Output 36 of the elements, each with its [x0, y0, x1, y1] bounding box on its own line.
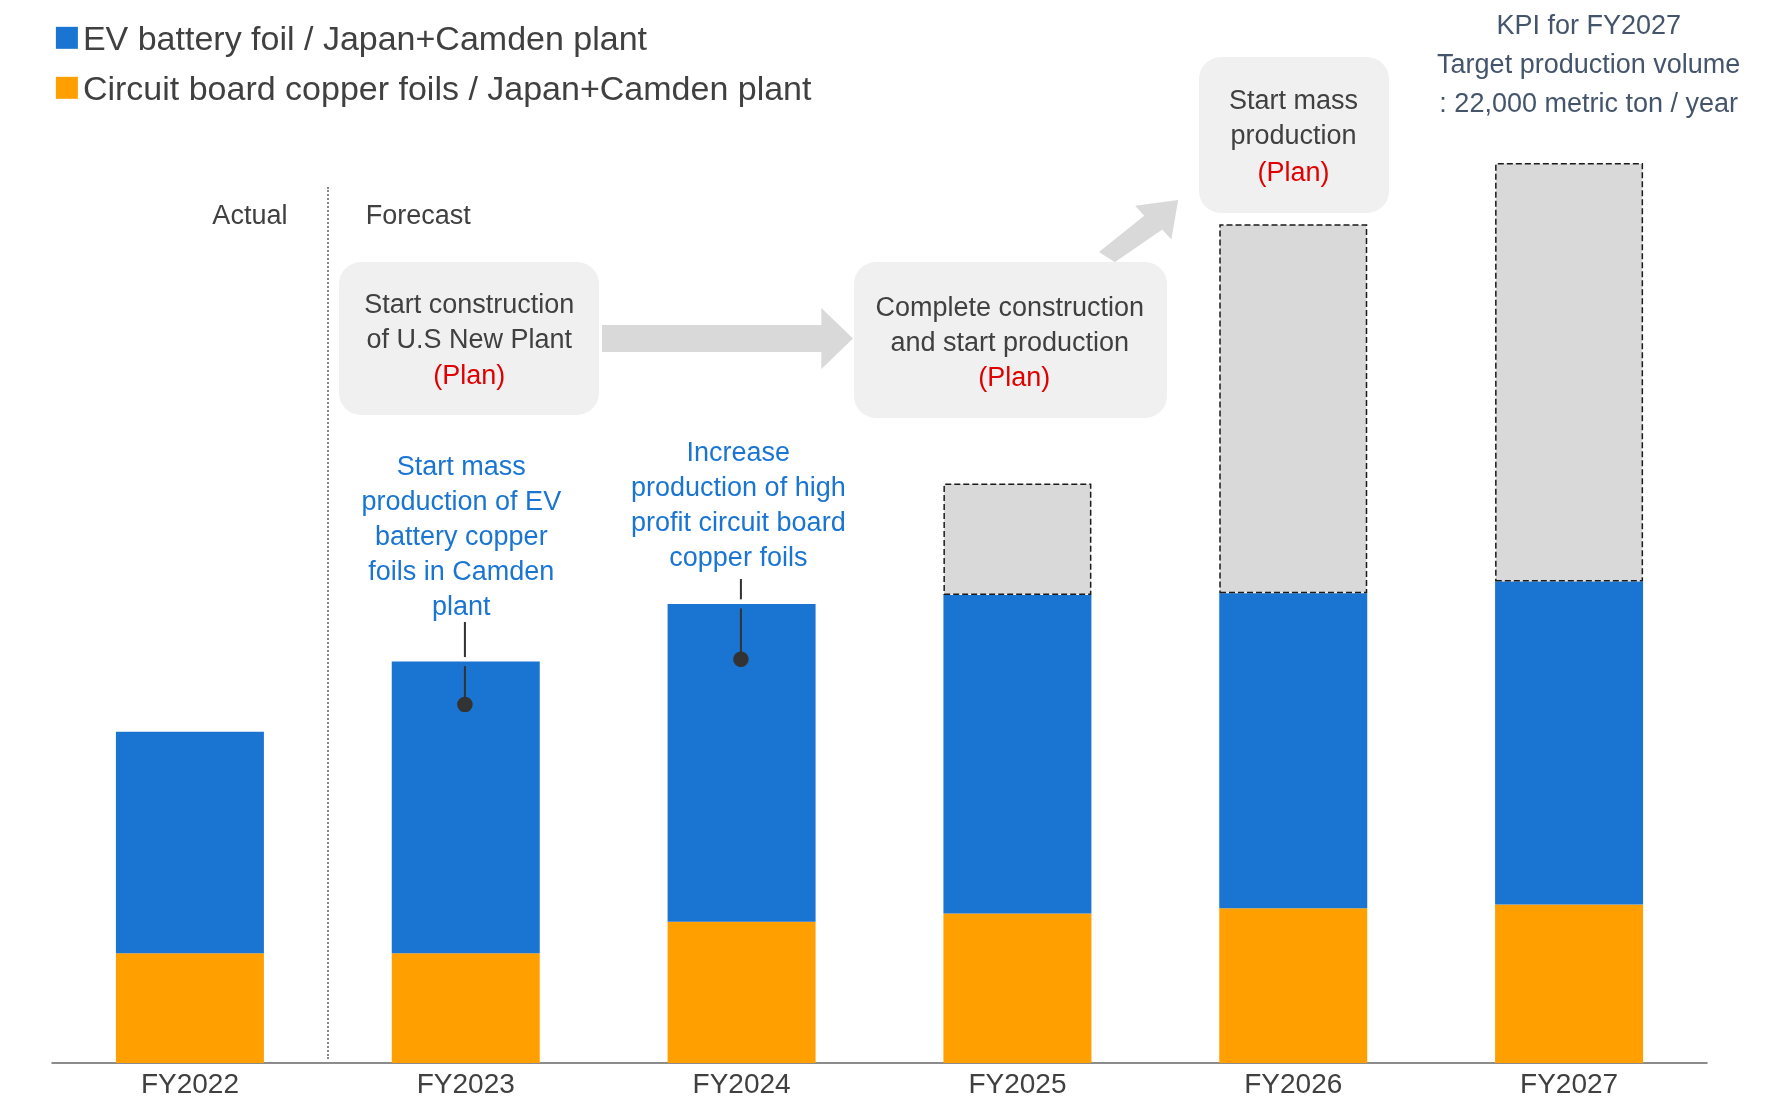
annotation: Complete construction and start production: [874, 290, 1146, 359]
bar: [115, 953, 264, 1063]
x-tick-label: FY2024: [692, 1067, 791, 1099]
text: Start mass production: [1228, 83, 1360, 152]
legend-label: Circuit board copper foils / Japan+Camden plant: [82, 68, 813, 107]
bar: [1219, 593, 1368, 909]
x-tick-label: FY2023: [416, 1067, 515, 1099]
annotation: Start mass production of EV battery copper foils in Camden plant: [360, 449, 563, 623]
legend-label: EV battery foil / Japan+Camden plant: [82, 18, 648, 57]
annotation: (Plan): [432, 358, 507, 392]
x-tick-label: FY2026: [1244, 1067, 1343, 1099]
bar: [1219, 224, 1368, 594]
bar: [1495, 581, 1644, 905]
bar: [1495, 163, 1644, 582]
bar: [1219, 908, 1368, 1063]
bar: [115, 731, 264, 954]
annotation: Actual: [211, 198, 289, 232]
annotation: Start construction of U.S New Plant: [363, 288, 576, 357]
text: Target production volume: [1436, 47, 1742, 81]
bar: [667, 604, 816, 922]
annotation: (Plan): [1256, 155, 1331, 189]
x-tick-label: FY2027: [1520, 1067, 1619, 1099]
annotation: Forecast: [364, 198, 472, 232]
annotation: Increase production of high profit circuit board copper foils: [630, 436, 847, 575]
bar: [391, 661, 540, 954]
text: KPI for FY2027: [1495, 8, 1682, 42]
bar: [943, 483, 1092, 595]
bar: [391, 953, 540, 1063]
x-tick-label: FY2022: [140, 1067, 239, 1099]
bar: [943, 913, 1092, 1063]
annotation: (Plan): [977, 360, 1052, 394]
bar: [667, 921, 816, 1063]
x-tick-label: FY2025: [968, 1067, 1067, 1099]
text: : 22,000 metric ton / year: [1438, 86, 1739, 120]
bar: [1495, 904, 1644, 1063]
bar: [943, 595, 1092, 914]
